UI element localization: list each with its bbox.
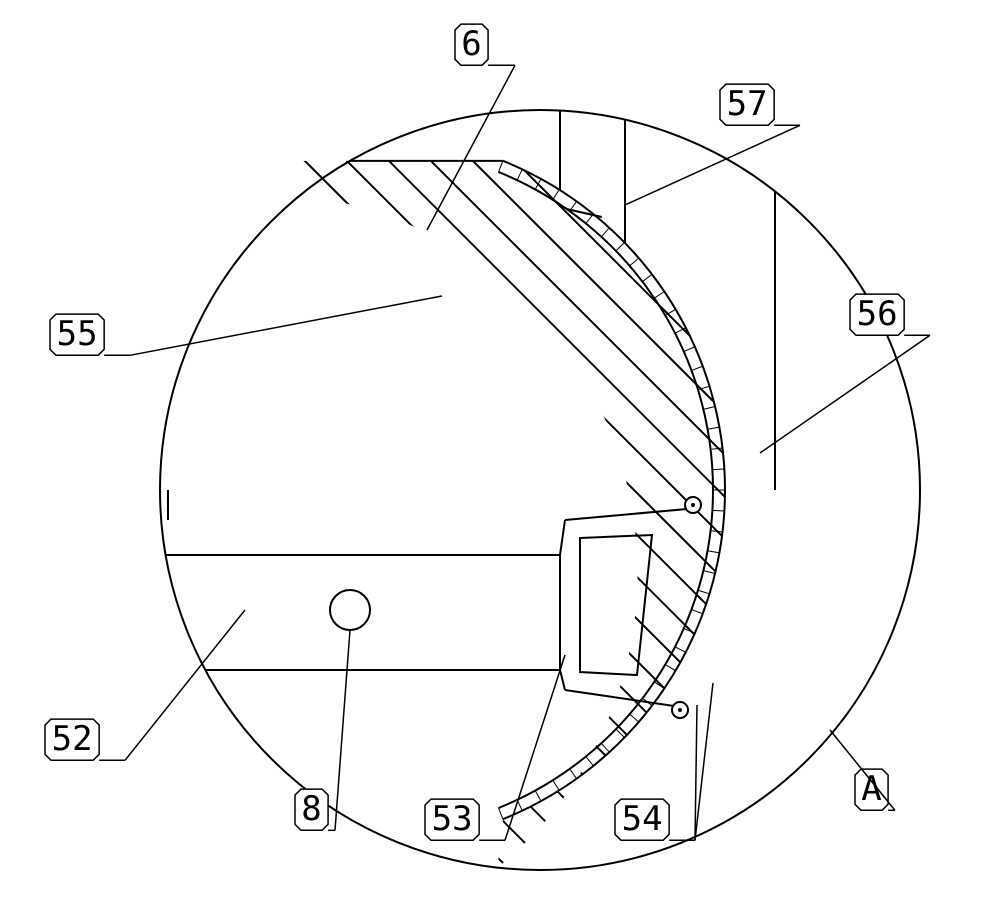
bolt-head (202, 170, 250, 192)
leader-line (760, 335, 930, 453)
label-55: 55 (57, 314, 98, 354)
leader-line (427, 65, 515, 230)
detail-circle-boundary (160, 110, 920, 870)
label-57: 57 (727, 84, 768, 124)
label-52: 52 (52, 719, 93, 759)
label-54: 54 (622, 799, 663, 839)
label-56: 56 (857, 294, 898, 334)
label-53: 53 (432, 799, 473, 839)
label-8: 8 (301, 789, 321, 829)
detail-view-diagram: 65756555285354A (0, 0, 1000, 900)
head-cavity (580, 535, 652, 675)
bolt-stem (250, 171, 302, 183)
leader-line (505, 655, 565, 840)
leader-line (130, 296, 442, 355)
slide-block (165, 555, 560, 670)
leader-line (625, 125, 800, 205)
label-6: 6 (461, 24, 481, 64)
leader-line (125, 610, 245, 760)
